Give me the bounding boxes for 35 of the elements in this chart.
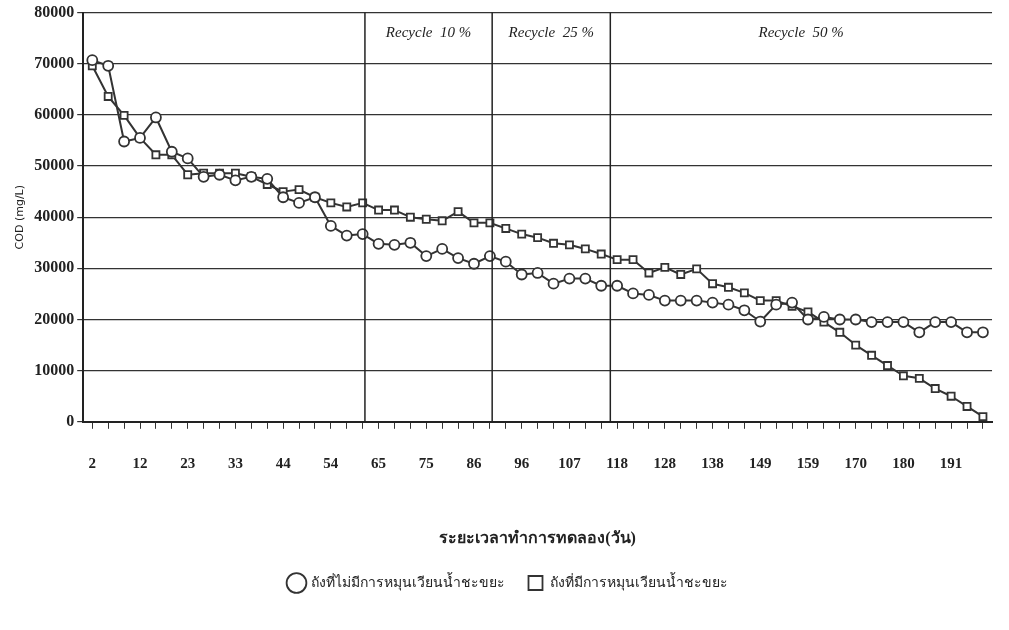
- legend-label: ถังที่ไม่มีการหมุนเวียนน้ำชะขยะ: [310, 571, 505, 591]
- x-tick-label: 118: [606, 454, 628, 471]
- x-tick-label: 128: [653, 454, 677, 471]
- y-tick-label: 50000: [34, 156, 75, 174]
- y-tick-label: 40000: [34, 207, 75, 225]
- x-tick-label: 170: [844, 454, 867, 471]
- annotation: Recycle 25 %: [507, 23, 594, 40]
- y-axis-title: COD (mg/L): [13, 184, 27, 250]
- annotation: Recycle 10 %: [384, 23, 472, 40]
- x-tick-label: 191: [939, 454, 963, 471]
- legend-label: ถังที่มีการหมุนเวียนน้ำชะขยะ: [549, 571, 728, 591]
- x-tick-label: 159: [796, 454, 820, 471]
- x-tick-label: 12: [132, 454, 148, 471]
- y-tick-label: 80000: [34, 2, 75, 20]
- x-tick-label: 96: [514, 454, 530, 471]
- x-tick-label: 44: [275, 454, 292, 471]
- y-tick-label: 30000: [34, 258, 75, 276]
- annotation: Recycle 50 %: [757, 23, 844, 40]
- y-tick-label: 70000: [34, 53, 75, 71]
- x-tick-label: 75: [418, 454, 434, 471]
- x-tick-label: 2: [88, 454, 97, 471]
- x-tick-label: 138: [701, 454, 724, 471]
- x-tick-label: 65: [371, 454, 387, 471]
- x-tick-label: 54: [323, 454, 339, 471]
- x-tick-label: 107: [558, 454, 582, 471]
- y-tick-label: 20000: [34, 309, 75, 327]
- y-tick-label: 0: [66, 411, 75, 429]
- y-tick-label: 10000: [34, 360, 75, 378]
- x-tick-label: 86: [466, 454, 482, 471]
- x-tick-label: 149: [749, 454, 772, 471]
- x-axis-title: ระยะเวลาทำการทดลอง(วัน): [439, 528, 636, 547]
- x-tick-label: 23: [180, 454, 196, 471]
- y-tick-label: 60000: [34, 105, 75, 123]
- x-tick-label: 180: [892, 454, 915, 471]
- x-tick-label: 33: [227, 454, 243, 471]
